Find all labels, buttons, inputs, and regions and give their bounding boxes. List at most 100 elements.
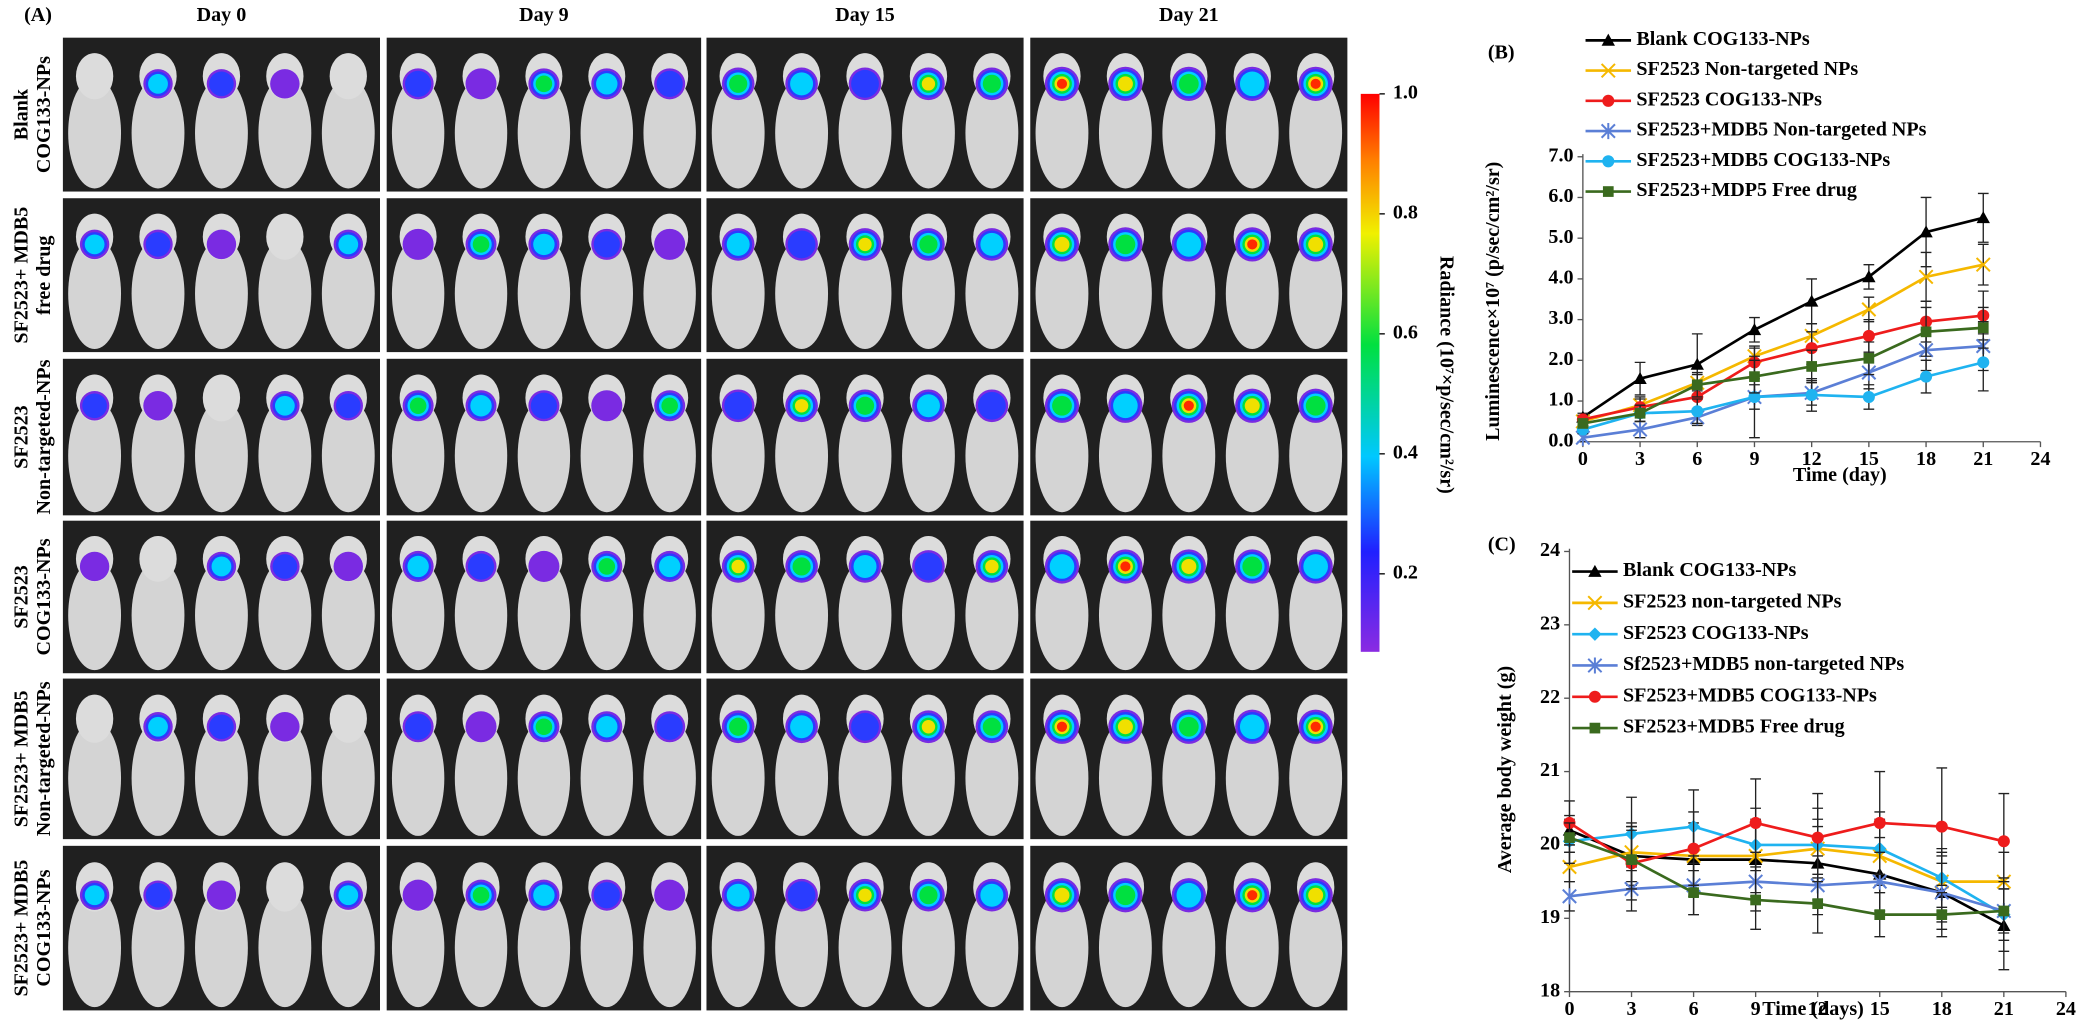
colorbar-tick-label: 0.8 bbox=[1393, 201, 1418, 223]
image-cell bbox=[386, 198, 702, 353]
image-cell bbox=[1030, 845, 1348, 1011]
signal-ring bbox=[858, 237, 872, 252]
image-cell bbox=[386, 358, 702, 516]
signal-ring bbox=[1120, 561, 1131, 572]
mouse-body bbox=[902, 888, 955, 1008]
mouse-head bbox=[329, 694, 367, 743]
signal-ring bbox=[407, 555, 429, 578]
signal-ring bbox=[402, 879, 434, 911]
mouse-body bbox=[1098, 238, 1152, 350]
mouse-body bbox=[775, 888, 829, 1008]
signal-ring bbox=[209, 714, 234, 740]
mouse-body bbox=[1098, 399, 1152, 513]
signal-ring bbox=[977, 391, 1006, 420]
mouse-body bbox=[775, 77, 829, 189]
data-point bbox=[1976, 211, 1990, 224]
signal-ring bbox=[1178, 73, 1199, 94]
mouse-body bbox=[321, 77, 375, 189]
signal-ring bbox=[598, 558, 616, 575]
signal-ring bbox=[853, 554, 877, 578]
colorbar-tick-label: 1.0 bbox=[1393, 81, 1418, 103]
signal-ring bbox=[654, 228, 686, 260]
image-cell bbox=[1030, 520, 1348, 674]
data-point bbox=[1806, 361, 1818, 372]
signal-ring bbox=[851, 69, 879, 98]
colorbar-tick-label: 0.6 bbox=[1393, 321, 1418, 343]
signal-ring bbox=[726, 232, 750, 256]
legend-marker bbox=[1602, 186, 1614, 197]
x-tick-label: 9 bbox=[1751, 998, 1761, 1020]
mouse-body bbox=[711, 888, 765, 1008]
signal-ring bbox=[84, 885, 105, 906]
signal-ring bbox=[851, 712, 879, 741]
data-point bbox=[1935, 820, 1948, 833]
mouse-body bbox=[391, 77, 445, 189]
mouse-body bbox=[391, 399, 445, 513]
signal-ring bbox=[335, 393, 361, 419]
legend-marker bbox=[1600, 63, 1616, 78]
row-label: Blank bbox=[10, 88, 32, 140]
data-point bbox=[1805, 388, 1818, 401]
mouse-body bbox=[1225, 77, 1279, 189]
legend-marker bbox=[1588, 627, 1602, 641]
x-tick-label: 18 bbox=[1916, 448, 1936, 470]
mouse-body bbox=[517, 238, 571, 350]
mouse-body bbox=[131, 77, 185, 189]
mouse-body bbox=[454, 560, 508, 671]
x-tick-label: 0 bbox=[1578, 448, 1588, 470]
row-label: COG133-NPs bbox=[33, 56, 55, 173]
mouse-body bbox=[454, 399, 508, 513]
signal-ring bbox=[980, 883, 1004, 907]
x-axis-label: Time (day) bbox=[1793, 464, 1887, 486]
signal-ring bbox=[338, 234, 359, 255]
image-cell bbox=[62, 198, 380, 353]
legend-label: SF2523+MDB5 Non-targeted NPs bbox=[1636, 119, 1926, 141]
mouse-body bbox=[838, 560, 892, 671]
mouse-body bbox=[195, 560, 248, 671]
row-label: COG133-NPs bbox=[33, 538, 55, 655]
signal-ring bbox=[919, 235, 938, 254]
series bbox=[1564, 822, 2010, 938]
legend-marker bbox=[1600, 123, 1616, 140]
signal-ring bbox=[333, 551, 364, 582]
y-tick-label: 3.0 bbox=[1548, 307, 1573, 329]
mouse-body bbox=[643, 238, 696, 350]
data-point bbox=[1812, 898, 1824, 909]
signal-ring bbox=[921, 720, 936, 734]
signal-ring bbox=[658, 555, 681, 578]
mouse-body bbox=[643, 399, 696, 513]
mouse-body bbox=[580, 888, 633, 1008]
legend-label: SF2523+MDB5 Free drug bbox=[1623, 716, 1845, 738]
data-point bbox=[1687, 842, 1700, 855]
x-tick-label: 24 bbox=[2030, 448, 2050, 470]
y-tick-label: 6.0 bbox=[1548, 185, 1573, 207]
image-cell bbox=[1030, 358, 1348, 516]
signal-ring bbox=[535, 75, 553, 93]
signal-ring bbox=[1239, 714, 1265, 740]
x-tick-label: 9 bbox=[1749, 448, 1759, 470]
signal-ring bbox=[1303, 554, 1328, 579]
mouse-body bbox=[258, 720, 312, 836]
mouse-body bbox=[1162, 720, 1216, 836]
mouse-body bbox=[1225, 720, 1279, 836]
mouse-body bbox=[838, 888, 892, 1008]
series-line bbox=[1582, 216, 1984, 419]
signal-ring bbox=[79, 551, 110, 582]
mouse-body bbox=[775, 720, 829, 836]
signal-ring bbox=[465, 711, 497, 743]
signal-ring bbox=[472, 236, 490, 253]
mouse-body bbox=[902, 560, 955, 671]
legend-label: SF2523 Non-targeted NPs bbox=[1636, 58, 1858, 80]
y-tick-label: 21 bbox=[1540, 759, 1560, 781]
data-point bbox=[1748, 390, 1761, 403]
data-point bbox=[1577, 418, 1589, 429]
data-point bbox=[1861, 302, 1877, 317]
mouse-body bbox=[1098, 560, 1152, 671]
legend-label: SF2523+MDB5 COG133-NPs bbox=[1636, 149, 1890, 171]
mouse-body bbox=[1289, 560, 1343, 671]
signal-ring bbox=[593, 231, 620, 258]
image-cell bbox=[62, 845, 380, 1011]
mouse-body bbox=[321, 238, 375, 350]
signal-ring bbox=[143, 391, 173, 421]
